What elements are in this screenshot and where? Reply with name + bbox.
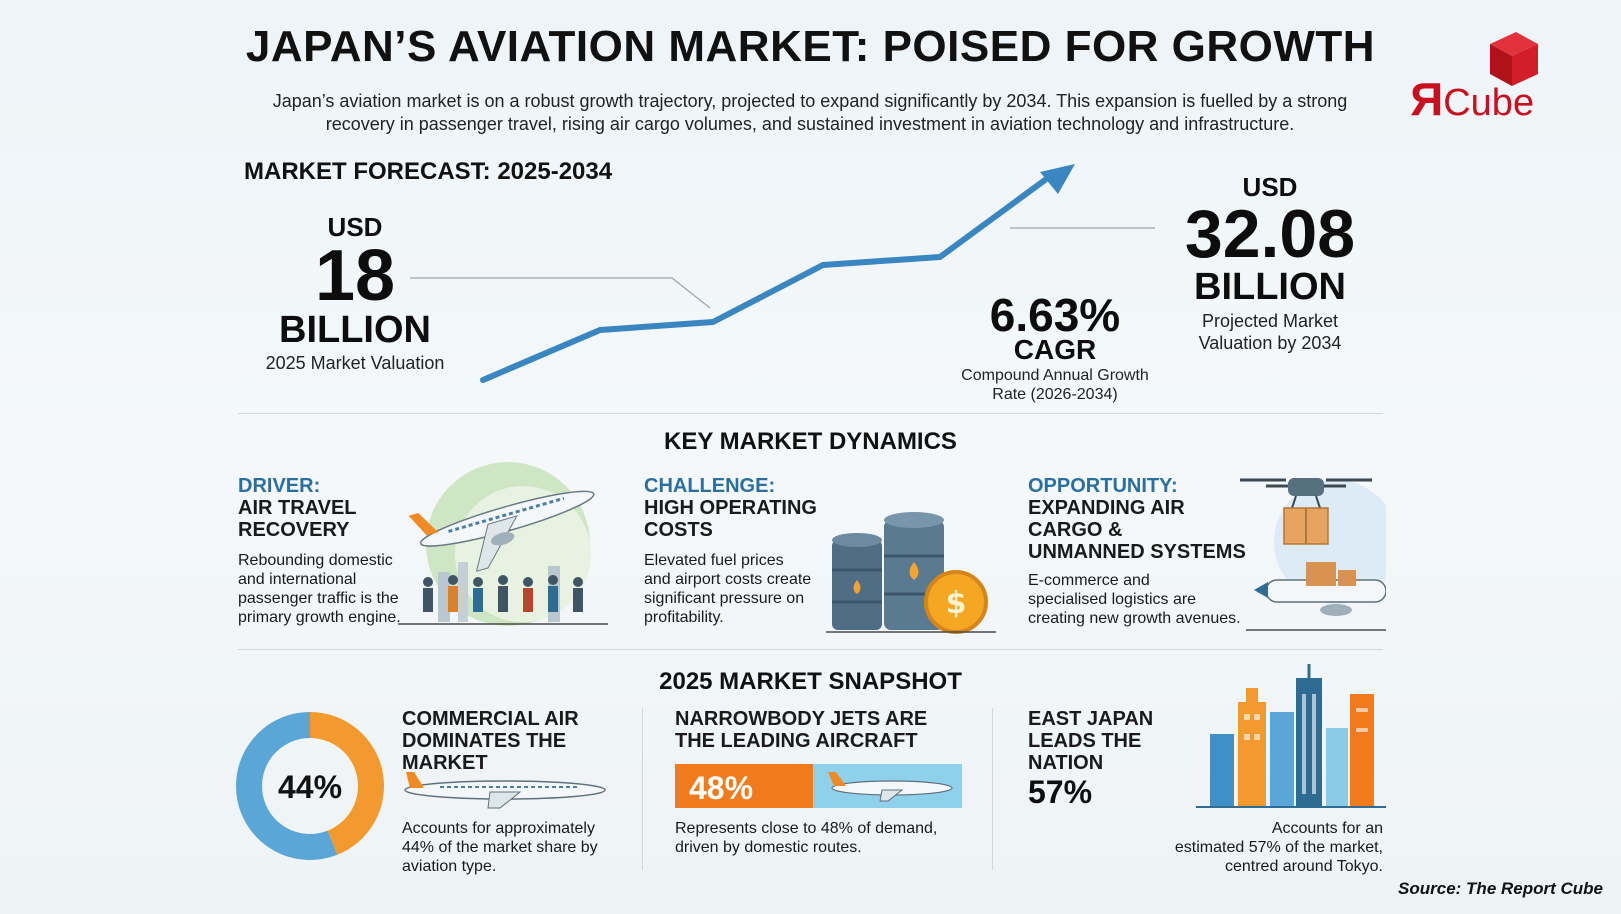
commercial-line3: MARKET	[402, 752, 488, 774]
commercial-description: Accounts for approximately 44% of the ma…	[402, 819, 598, 876]
driver-body3: passenger traffic is the	[238, 590, 399, 607]
driver-tag: DRIVER:	[238, 475, 321, 497]
east-description: Accounts for an estimated 57% of the mar…	[1130, 819, 1383, 876]
narrowbody-line2: THE LEADING AIRCRAFT	[675, 730, 918, 752]
east-title: EAST JAPAN LEADS THE NATION	[1028, 708, 1153, 774]
narrowbody-body1: Represents close to 48% of demand,	[675, 820, 938, 837]
start-caption: 2025 Market Valuation	[265, 353, 445, 373]
airplane-passengers-icon	[398, 462, 608, 626]
narrowbody-percent-label: 48%	[689, 770, 754, 806]
start-unit: BILLION	[279, 309, 431, 351]
commercial-share-donut: 44%	[236, 712, 384, 860]
commercial-jet-icon	[404, 772, 606, 809]
opportunity-line1: EXPANDING AIR	[1028, 497, 1185, 519]
east-body2: estimated 57% of the market,	[1174, 839, 1383, 856]
east-body1: Accounts for an	[1271, 820, 1383, 837]
end-caption: Projected Market Valuation by 2034	[1165, 310, 1375, 354]
cagr-caption-line1: Compound Annual Growth	[961, 367, 1149, 384]
challenge-title: CHALLENGE: HIGH OPERATING COSTS	[644, 475, 844, 541]
east-line1: EAST JAPAN	[1028, 708, 1154, 730]
city-skyline-icon	[1196, 664, 1386, 808]
commercial-percent-label: 44%	[278, 769, 342, 805]
source-credit: Source: The Report Cube	[1398, 879, 1603, 898]
opportunity-body1: E-commerce and	[1028, 572, 1150, 589]
cagr-caption: Compound Annual Growth Rate (2026-2034)	[945, 366, 1165, 404]
opportunity-body3: creating new growth avenues.	[1028, 610, 1241, 627]
opportunity-body2: specialised logistics are	[1028, 591, 1197, 608]
narrowbody-share-bar: 48%	[675, 764, 962, 808]
section-divider	[238, 413, 1383, 414]
opportunity-line3: UNMANNED SYSTEMS	[1028, 541, 1246, 563]
cube-icon	[1490, 32, 1538, 86]
page-subtitle: Japan’s aviation market is on a robust g…	[272, 91, 1348, 134]
commercial-body2: 44% of the market share by	[402, 839, 598, 856]
challenge-description: Elevated fuel prices and airport costs c…	[644, 551, 844, 627]
challenge-body4: profitability.	[644, 609, 724, 626]
east-line3: NATION	[1028, 752, 1104, 774]
driver-body1: Rebounding domestic	[238, 552, 393, 569]
commercial-title: COMMERCIAL AIR DOMINATES THE MARKET	[402, 708, 579, 774]
logo-mark: R	[1410, 73, 1444, 125]
east-percent-label: 57%	[1028, 774, 1093, 810]
start-currency: USD	[327, 212, 383, 242]
challenge-body2: and airport costs create	[644, 571, 812, 588]
challenge-line1: HIGH OPERATING	[644, 497, 817, 519]
opportunity-title: OPPORTUNITY: EXPANDING AIR CARGO & UNMAN…	[1028, 475, 1268, 563]
opportunity-line2: CARGO &	[1028, 519, 1123, 541]
challenge-body1: Elevated fuel prices	[644, 552, 784, 569]
narrowbody-jet-icon	[828, 772, 953, 802]
svg-text:$: $	[946, 586, 967, 621]
logo-text: Cube	[1443, 82, 1535, 124]
commercial-line2: DOMINATES THE	[402, 730, 567, 752]
commercial-body3: aviation type.	[402, 858, 497, 875]
challenge-card: CHALLENGE: HIGH OPERATING COSTS Elevated…	[644, 475, 844, 627]
logo-wordmark: RCube	[1410, 72, 1534, 126]
driver-line2: RECOVERY	[238, 519, 350, 541]
narrowbody-title: NARROWBODY JETS ARE THE LEADING AIRCRAFT	[675, 708, 927, 752]
challenge-tag: CHALLENGE:	[644, 475, 776, 497]
end-currency: USD	[1242, 172, 1298, 202]
narrowbody-description: Represents close to 48% of demand, drive…	[675, 819, 937, 857]
end-unit: BILLION	[1194, 266, 1346, 308]
end-caption-line2: Valuation by 2034	[1198, 333, 1342, 353]
east-line2: LEADS THE	[1028, 730, 1142, 752]
driver-line1: AIR TRAVEL	[238, 497, 357, 519]
driver-body2: and international	[238, 571, 357, 588]
commercial-body1: Accounts for approximately	[402, 820, 595, 837]
cagr-value: 6.63%	[989, 289, 1121, 341]
challenge-body3: significant pressure on	[644, 590, 805, 607]
drone-cargo-plane-icon	[1240, 478, 1386, 631]
end-value: 32.08	[1184, 196, 1356, 272]
forecast-heading: MARKET FORECAST: 2025-2034	[244, 158, 613, 185]
challenge-line2: COSTS	[644, 519, 713, 541]
driver-body4: primary growth engine.	[238, 609, 401, 626]
narrowbody-body2: driven by domestic routes.	[675, 839, 862, 856]
dynamics-heading: KEY MARKET DYNAMICS	[664, 428, 957, 455]
opportunity-card: OPPORTUNITY: EXPANDING AIR CARGO & UNMAN…	[1028, 475, 1268, 628]
start-value: 18	[314, 236, 396, 316]
east-body3: centred around Tokyo.	[1224, 858, 1383, 875]
growth-trend-line	[410, 164, 1155, 383]
donut-share-slice	[310, 712, 384, 855]
report-cube-logo: RCube	[1410, 28, 1600, 125]
end-caption-line1: Projected Market	[1201, 311, 1339, 331]
driver-title: DRIVER: AIR TRAVEL RECOVERY	[238, 475, 418, 541]
driver-card: DRIVER: AIR TRAVEL RECOVERY Rebounding d…	[238, 475, 418, 627]
donut-rest-slice	[236, 712, 338, 860]
fuel-barrels-coin-icon: $	[826, 512, 996, 634]
snapshot-separator-1	[642, 708, 643, 870]
cagr-caption-line2: Rate (2026-2034)	[992, 386, 1118, 403]
opportunity-description: E-commerce and specialised logistics are…	[1028, 571, 1268, 628]
opportunity-tag: OPPORTUNITY:	[1028, 475, 1178, 497]
cagr-label: CAGR	[1013, 334, 1097, 365]
narrowbody-line1: NARROWBODY JETS ARE	[675, 708, 928, 730]
snapshot-separator-2	[992, 708, 993, 870]
driver-description: Rebounding domestic and international pa…	[238, 551, 418, 627]
snapshot-heading: 2025 MARKET SNAPSHOT	[659, 668, 962, 695]
page-title: JAPAN’S AVIATION MARKET: POISED FOR GROW…	[245, 22, 1376, 71]
commercial-line1: COMMERCIAL AIR	[402, 708, 579, 730]
section-divider-2	[238, 649, 1383, 650]
